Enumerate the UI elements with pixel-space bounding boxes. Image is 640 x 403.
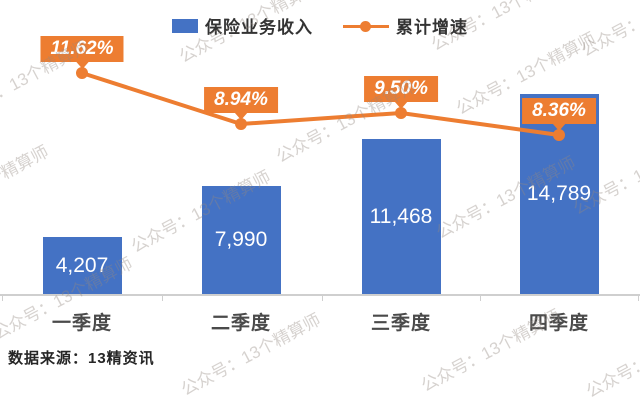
growth-line-marker [553,129,565,141]
x-axis-line [0,294,640,296]
legend-item-2: 累计增速 [343,13,468,38]
legend-bar-swatch-icon [172,18,198,33]
x-axis-label: 三季度 [370,313,432,334]
growth-line [81,71,560,137]
bar-1 [42,237,122,294]
legend-line-dot [360,20,371,32]
chart-legend: 保险业务收入 累计增速 [0,13,640,38]
bar-value-label: 14,789 [526,182,592,205]
x-axis-label: 一季度 [51,313,113,334]
legend-label-1: 保险业务收入 [205,18,313,37]
legend-item-1: 保险业务收入 [172,13,313,38]
x-axis-label: 二季度 [210,313,272,334]
growth-line-marker [76,67,88,79]
growth-callout-2: 8.94% [204,87,278,120]
axis-tick [638,296,639,301]
axis-tick [162,296,163,301]
growth-callout-1: 11.62% [40,36,124,69]
growth-line-marker [235,118,247,130]
legend-label-2: 累计增速 [396,18,468,37]
bar-value-label: 4,207 [55,253,109,277]
axis-tick [322,296,323,301]
x-axis-label: 四季度 [528,313,590,334]
source-note: 数据来源：13精资讯 [8,350,155,367]
growth-line-marker [395,107,407,119]
legend-line-swatch-icon [343,19,389,33]
bar-value-label: 7,990 [214,228,268,251]
bar-3 [361,139,441,294]
bar-2 [201,186,281,294]
bar-value-label: 11,468 [369,204,433,228]
axis-tick [480,296,481,301]
growth-callout-3: 9.50% [364,76,438,109]
axis-tick [2,296,3,301]
growth-callout-4: 8.36% [522,98,596,131]
